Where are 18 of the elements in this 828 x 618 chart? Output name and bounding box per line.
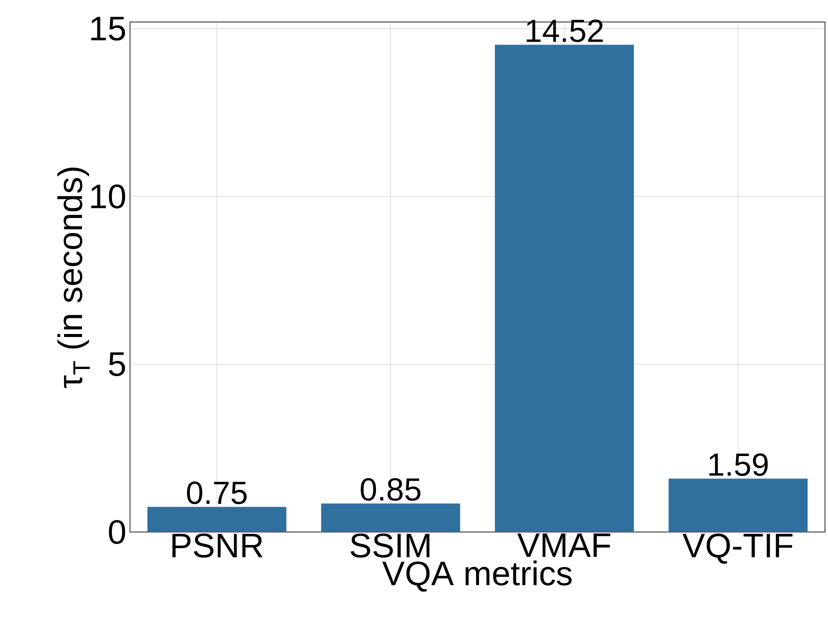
y-tick-label: 10 [91, 184, 126, 208]
data-label: 1.59 [709, 453, 768, 476]
bar [668, 478, 808, 532]
x-tick-label: SSIM [350, 534, 430, 558]
y-tick-label: 5 [108, 352, 126, 376]
y-axis-title: τ$_{T}$ (in seconds) [57, 168, 90, 388]
data-label: 0.75 [186, 482, 247, 504]
bar [147, 506, 286, 532]
y-tick-label: 15 [91, 16, 126, 41]
x-tick-label: PSNR [172, 534, 263, 558]
data-label: 0.85 [360, 478, 420, 501]
y-tick-label: 0 [108, 520, 126, 544]
x-tick-label: VQ-TIF [682, 534, 792, 564]
x-tick-label: VMAF [517, 534, 610, 557]
data-label: 14.52 [526, 19, 603, 42]
bar [494, 44, 634, 532]
bar [321, 503, 460, 532]
x-axis-title: VQA metrics [382, 560, 572, 592]
